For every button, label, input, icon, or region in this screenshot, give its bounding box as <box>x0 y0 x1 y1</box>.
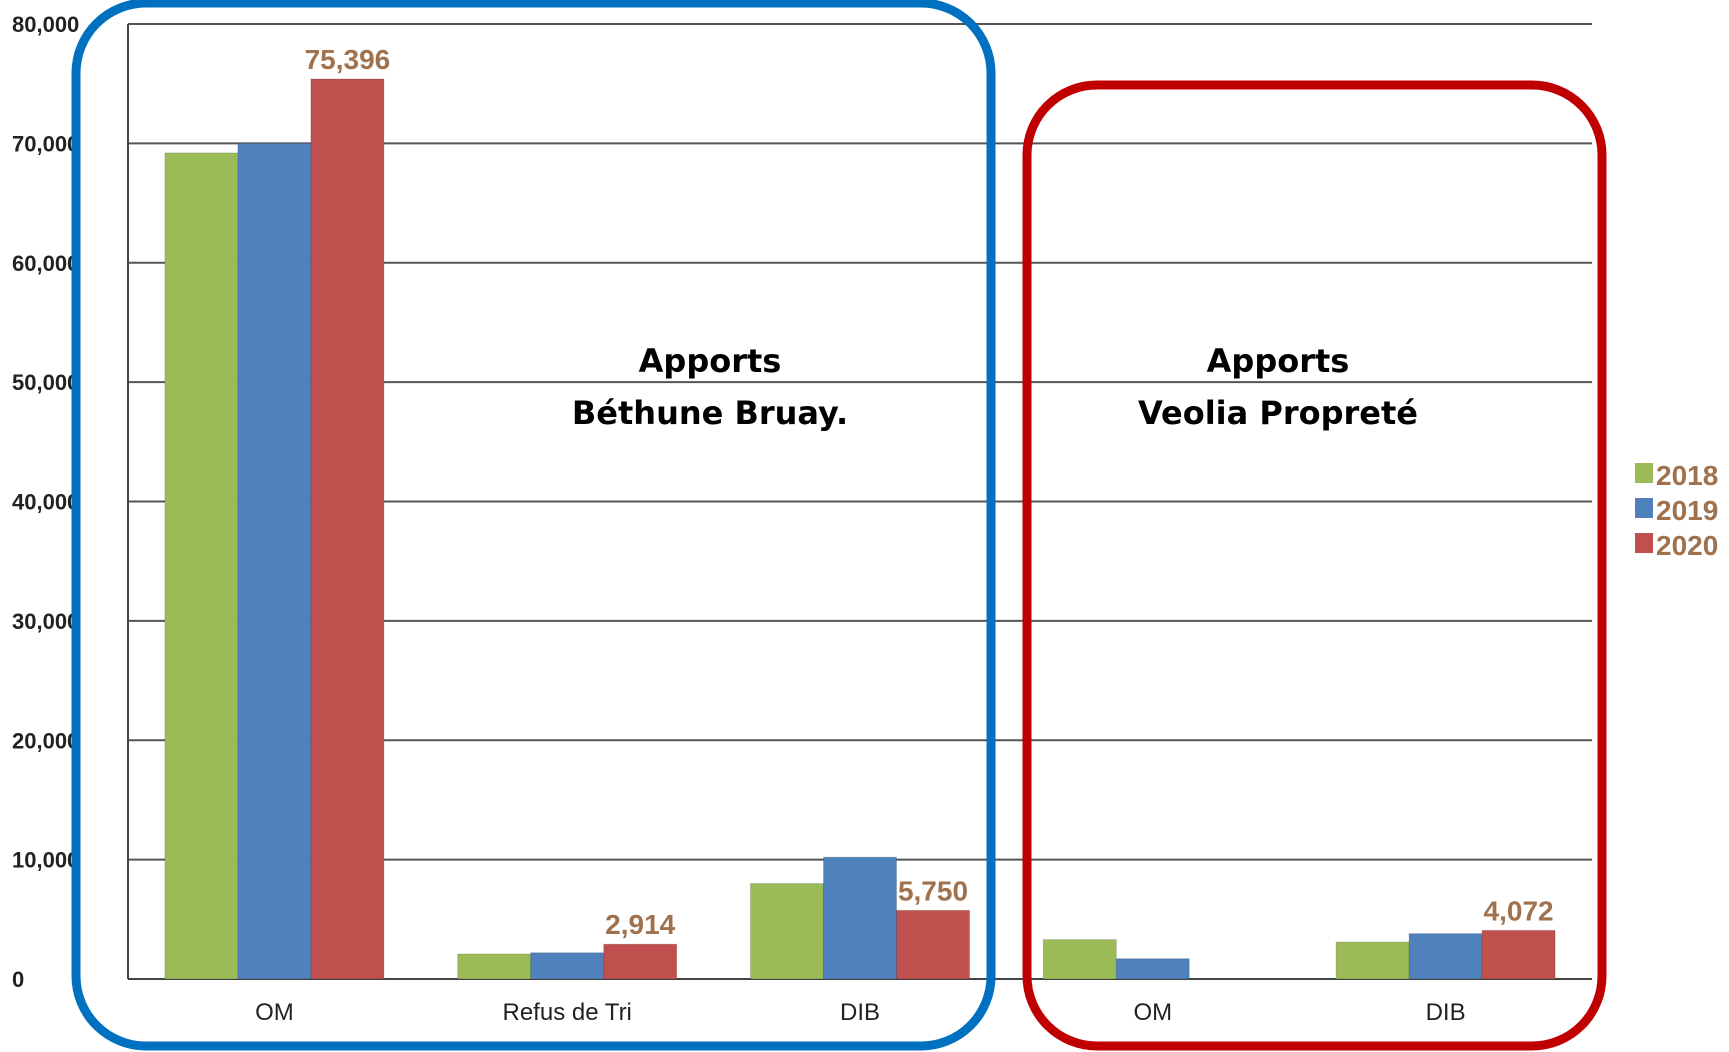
bar-2019 <box>1115 958 1190 980</box>
bar-2018 <box>164 152 239 980</box>
category-label: OM <box>1133 999 1172 1026</box>
legend-swatch <box>1635 533 1653 553</box>
bar-2019 <box>823 856 897 980</box>
data-label: 4,072 <box>1484 895 1554 926</box>
bar-2019 <box>237 142 312 980</box>
y-tick-label: 0 <box>12 967 24 992</box>
y-tick-label: 80,000 <box>12 12 79 37</box>
legend-swatch <box>1635 498 1653 518</box>
bars <box>164 78 1556 980</box>
bar-2018 <box>457 953 532 980</box>
bar-2020 <box>603 943 678 980</box>
category-label: DIB <box>1426 999 1466 1026</box>
category-labels: OM Refus de Tri DIB OM DIB <box>255 999 1466 1026</box>
annotation-box <box>1022 80 1607 1051</box>
data-label: 2,914 <box>605 909 675 940</box>
y-tick-label: 60,000 <box>12 251 79 276</box>
annotation-label: Apports <box>1207 342 1350 380</box>
annotation-boxes: Apports Béthune Bruay. Apports Veolia Propr… <box>71 0 1607 1051</box>
bar-2018 <box>750 883 824 980</box>
y-tick-label: 10,000 <box>12 848 79 873</box>
legend-label: 2019 <box>1656 495 1718 526</box>
legend-label: 2020 <box>1656 530 1718 561</box>
annotation-label: Béthune Bruay. <box>572 394 848 432</box>
y-tick-label: 30,000 <box>12 609 79 634</box>
bar-2018 <box>1042 939 1117 980</box>
legend-label: 2018 <box>1656 460 1718 491</box>
legend: 2018 2019 2020 <box>1635 460 1718 561</box>
y-tick-label: 40,000 <box>12 490 79 515</box>
y-tick-label: 50,000 <box>12 370 79 395</box>
bar-2020 <box>896 909 970 980</box>
category-label: DIB <box>840 999 880 1026</box>
legend-swatch <box>1635 463 1653 483</box>
bar-2018 <box>1335 941 1410 980</box>
category-label: OM <box>255 999 294 1026</box>
annotation-label: Apports <box>639 342 782 380</box>
annotation-label: Veolia Propreté <box>1138 394 1418 432</box>
data-labels: 75,396 2,914 5,750 4,072 <box>305 44 1554 940</box>
bar-2019 <box>530 952 605 980</box>
bar-2019 <box>1408 933 1483 980</box>
category-label: Refus de Tri <box>503 999 632 1026</box>
bar-2020 <box>1481 929 1556 980</box>
data-label: 75,396 <box>305 44 391 75</box>
y-tick-label: 20,000 <box>12 728 79 753</box>
data-label: 5,750 <box>898 875 968 906</box>
annotation-box <box>71 0 996 1051</box>
y-tick-labels: 0 10,000 20,000 30,000 40,000 50,000 60,000 70,… <box>12 12 79 992</box>
bar-2020 <box>310 78 385 980</box>
y-tick-label: 70,000 <box>12 131 79 156</box>
